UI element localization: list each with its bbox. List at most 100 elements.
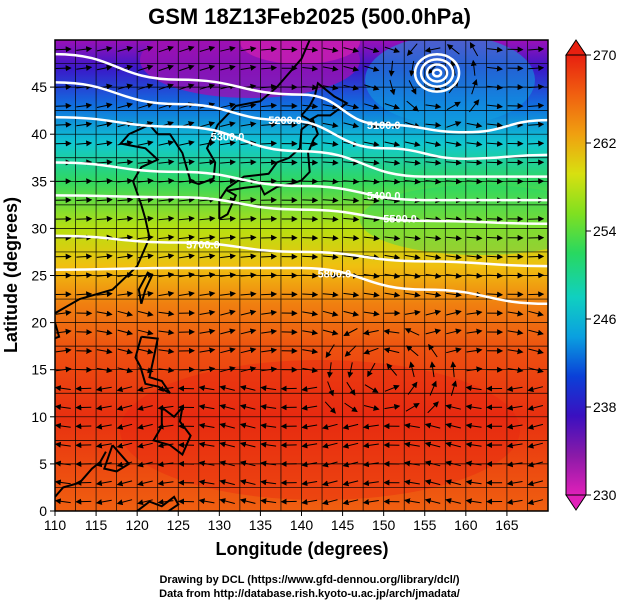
wind-arrow — [528, 46, 545, 53]
wind-arrow — [469, 42, 479, 57]
wind-arrow — [158, 310, 175, 317]
wind-arrow — [302, 310, 319, 317]
wind-arrow — [506, 385, 523, 392]
wind-arrow — [117, 234, 134, 241]
wind-arrow — [178, 234, 195, 241]
wind-arrow — [137, 348, 154, 355]
wind-arrow — [116, 499, 133, 506]
wind-arrow — [322, 442, 338, 449]
wind-arrow — [96, 121, 113, 128]
wind-arrow — [445, 159, 462, 166]
wind-arrow — [137, 196, 154, 203]
wind-arrow — [96, 310, 113, 317]
wind-arrow — [261, 309, 278, 316]
tropical-shading — [120, 360, 520, 500]
wind-arrow — [138, 102, 154, 109]
wind-arrow — [95, 404, 112, 411]
wind-arrow — [158, 290, 175, 297]
wind-arrow — [487, 216, 504, 223]
wind-arrow — [363, 310, 380, 317]
wind-arrow — [220, 253, 236, 260]
contour-line — [55, 234, 548, 268]
wind-arrow — [384, 235, 401, 242]
wind-arrow — [425, 159, 442, 166]
wind-arrow — [343, 159, 360, 166]
wind-arrow — [301, 423, 318, 430]
wind-arrow — [383, 347, 400, 354]
wind-arrow — [446, 44, 460, 55]
wind-arrow — [322, 499, 338, 506]
wind-arrow — [446, 328, 462, 335]
wind-arrow — [220, 215, 236, 222]
wind-arrow — [322, 423, 338, 430]
wind-arrow — [322, 159, 339, 166]
wind-arrow — [96, 215, 113, 222]
wind-arrow — [219, 385, 235, 391]
wind-arrow — [96, 253, 113, 260]
wind-arrow — [527, 442, 544, 449]
wind-arrow — [404, 479, 420, 486]
wind-arrow — [404, 441, 420, 448]
wind-arrow — [260, 479, 277, 486]
colorbar: 230 238 246 254 262 270 — [565, 39, 617, 511]
wind-arrow — [76, 102, 93, 109]
wind-arrow — [343, 65, 360, 72]
wind-arrow — [506, 423, 523, 430]
wind-arrow — [469, 99, 480, 113]
wind-arrow — [527, 480, 544, 487]
wind-arrow — [158, 348, 175, 355]
wind-arrow — [445, 235, 462, 242]
wind-arrow — [404, 254, 421, 261]
wind-arrow — [322, 253, 339, 260]
colorbar-tick-label: 246 — [593, 311, 617, 327]
wind-arrow — [424, 479, 441, 486]
wind-arrow — [344, 345, 357, 357]
wind-arrow — [260, 441, 277, 448]
wind-arrow — [239, 498, 256, 504]
wind-arrow — [362, 442, 379, 449]
wind-arrow — [137, 329, 154, 336]
wind-arrow — [343, 291, 360, 298]
height-contours: 5100.0 5200.0 5300.0 5400.0 5500.0 5700.0 5800… — [55, 52, 548, 306]
wind-arrow — [506, 499, 523, 505]
wind-arrow — [199, 253, 216, 260]
wind-arrow — [137, 423, 153, 430]
wind-arrow — [198, 404, 215, 410]
wind-arrow — [445, 441, 461, 448]
wind-arrow — [405, 402, 420, 412]
wind-arrow — [76, 121, 93, 128]
wind-arrow — [117, 310, 134, 317]
wind-arrow — [343, 216, 360, 223]
wind-arrow — [199, 328, 216, 335]
wind-arrow — [528, 291, 545, 298]
wind-arrow — [96, 329, 113, 336]
wind-arrow — [528, 121, 545, 128]
wind-arrow — [117, 45, 134, 52]
wind-arrow — [364, 103, 380, 110]
wind-arrow — [528, 140, 545, 147]
wind-arrow — [343, 47, 360, 53]
wind-arrow — [528, 102, 545, 109]
wind-arrow — [76, 64, 93, 71]
wind-arrow — [220, 159, 236, 166]
wind-arrow — [465, 422, 482, 429]
wind-arrow — [199, 45, 216, 52]
y-axis-label: Latitude (degrees) — [1, 197, 21, 353]
drawing-credit: Drawing by DCL (https://www.gfd-dennou.o… — [159, 574, 460, 586]
wind-arrow — [404, 141, 421, 148]
wind-arrow — [445, 422, 461, 429]
wind-arrow — [487, 122, 503, 129]
y-tick-label: 10 — [31, 409, 47, 425]
wind-arrow — [487, 159, 504, 166]
contour-line — [55, 115, 548, 178]
wind-arrow — [158, 45, 174, 53]
wind-arrow — [465, 498, 482, 505]
wind-arrow — [240, 253, 257, 260]
wind-arrow — [487, 291, 504, 298]
x-tick-label: 150 — [372, 517, 396, 533]
wind-arrow — [466, 328, 483, 335]
wind-arrow — [55, 441, 71, 448]
wind-arrow — [261, 46, 278, 53]
wind-arrow — [220, 45, 236, 52]
